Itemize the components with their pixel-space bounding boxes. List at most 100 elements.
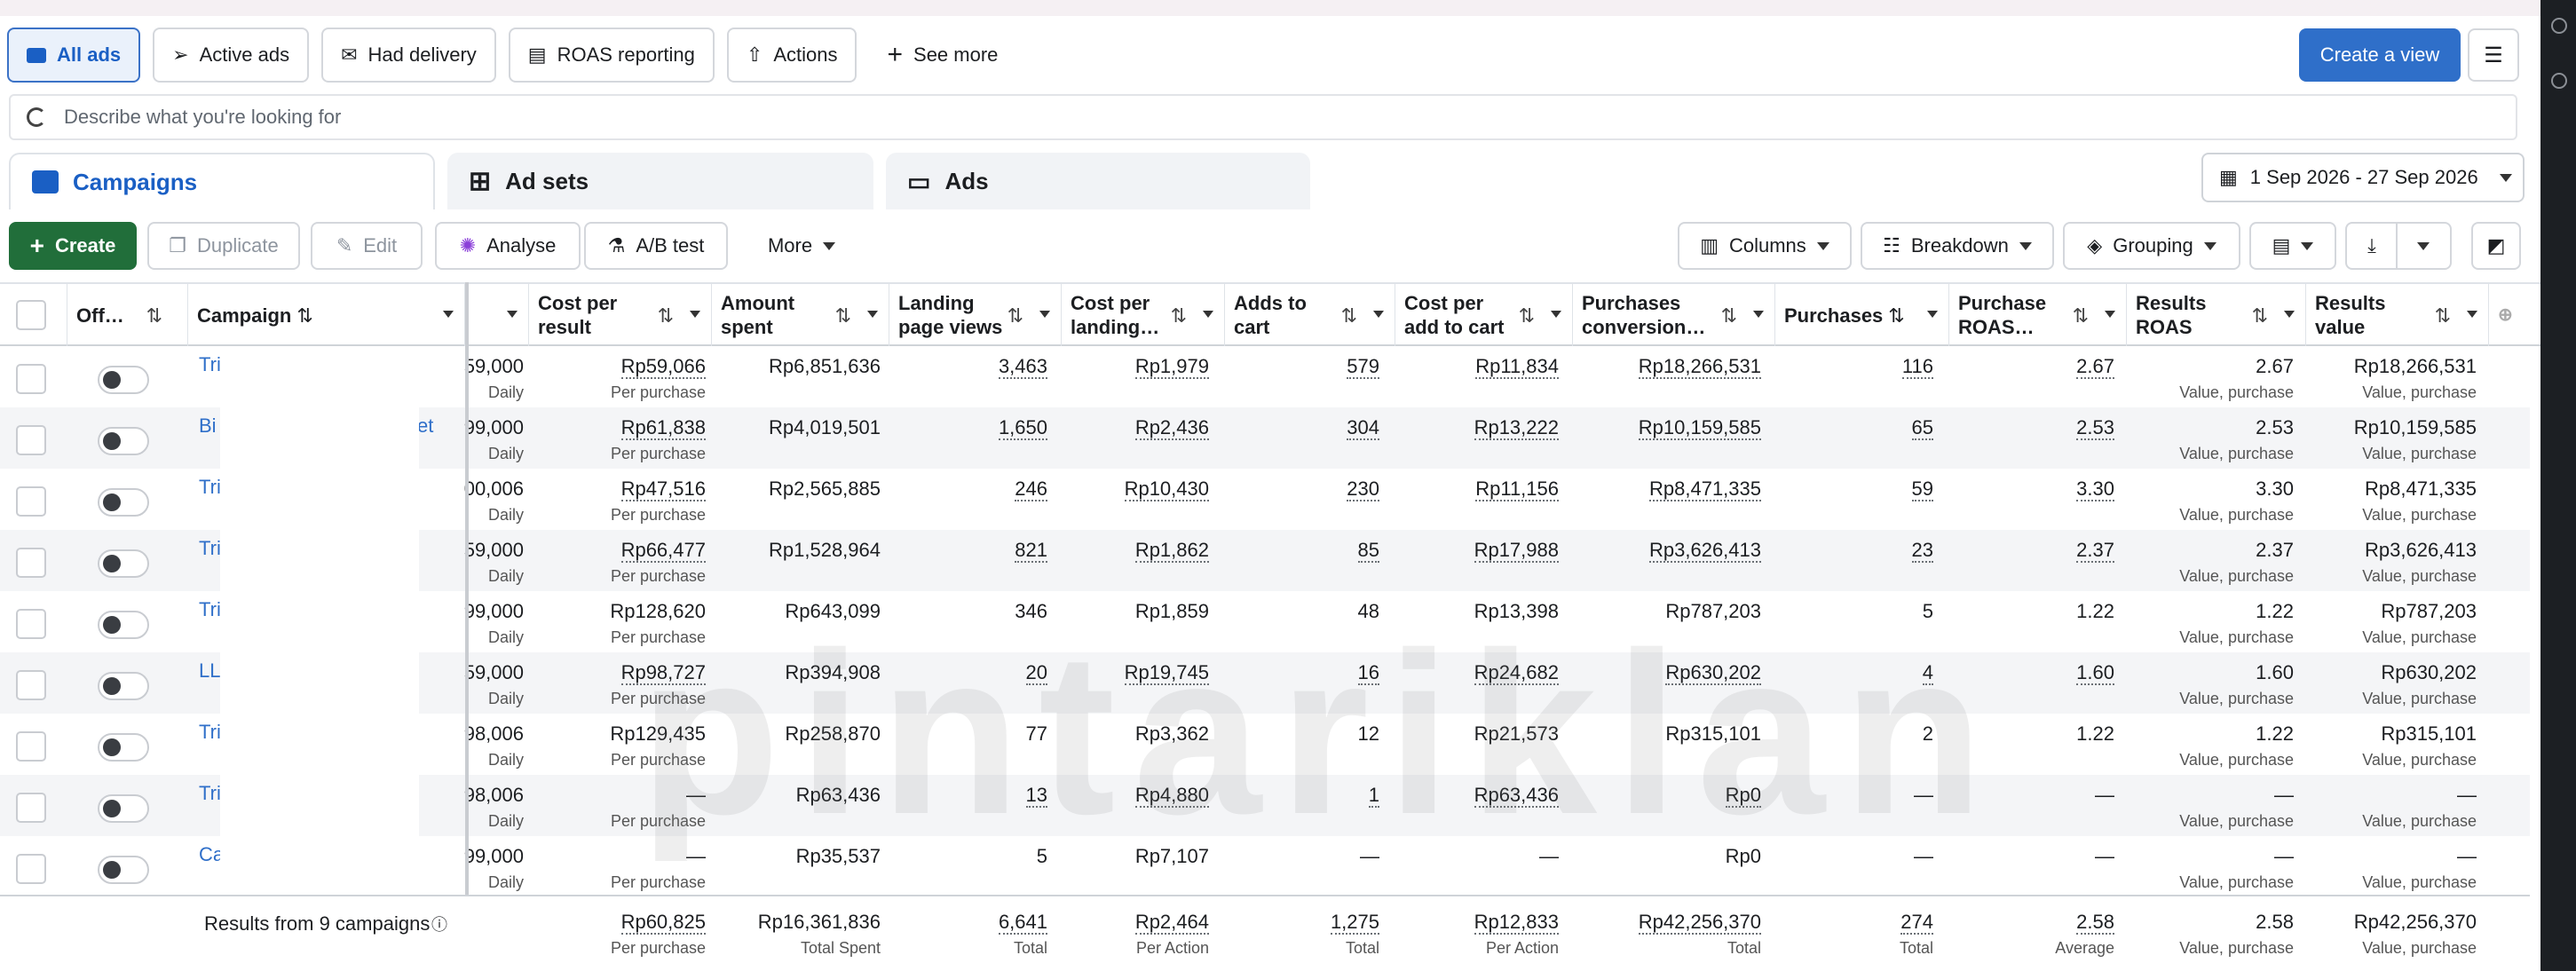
- table-row[interactable]: Tri 99,000 Daily Rp128,620 Per purchase Rp643…: [0, 591, 2530, 652]
- select-all-checkbox[interactable]: [16, 300, 46, 330]
- chevron-down-icon: [1373, 311, 1384, 318]
- col-cost-per-add-to-cart[interactable]: Cost per add to cart ⇅: [1395, 284, 1573, 346]
- col-off-on[interactable]: Off… ⇅: [67, 284, 188, 346]
- campaign-name-link[interactable]: Tri: [199, 476, 221, 498]
- table-row[interactable]: Tri 59,000 Daily Rp59,066 Per purchase Rp6,85…: [0, 346, 2530, 407]
- clock-icon[interactable]: [2551, 73, 2567, 89]
- col-amount-spent[interactable]: Amount spent ⇅: [712, 284, 889, 346]
- ab-test-button[interactable]: ⚗ A/B test: [584, 222, 728, 270]
- row-checkbox[interactable]: [16, 793, 46, 823]
- budget-value: 00,006: [463, 478, 524, 500]
- row-checkbox[interactable]: [16, 854, 46, 884]
- cell-cpr-subtext: Per purchase: [610, 812, 706, 830]
- view-roas-reporting[interactable]: ▤ ROAS reporting: [508, 28, 715, 83]
- col-results-value[interactable]: Results value ⇅: [2306, 284, 2489, 346]
- col-adds-to-cart[interactable]: Adds to cart ⇅: [1225, 284, 1395, 346]
- create-button[interactable]: + Create: [9, 222, 137, 270]
- cell-cplp-value: Rp3,362: [1134, 722, 1209, 745]
- date-range-picker[interactable]: ▦ 1 Sep 2026 - 27 Sep 2026: [2201, 153, 2525, 202]
- row-checkbox[interactable]: [16, 731, 46, 762]
- export-button[interactable]: ⤓: [2345, 222, 2452, 270]
- tab-ads[interactable]: ▭ Ads: [886, 153, 1310, 209]
- total-lpv: 6,641: [998, 911, 1047, 935]
- see-more-button[interactable]: + See more: [887, 40, 999, 69]
- campaign-name-link[interactable]: Tri: [199, 598, 221, 620]
- view-actions[interactable]: ⇧ Actions: [726, 28, 857, 83]
- campaign-toggle[interactable]: [98, 549, 149, 578]
- campaign-name-link[interactable]: Tri: [199, 721, 221, 743]
- info-icon[interactable]: ⓘ: [431, 916, 447, 934]
- campaign-toggle[interactable]: [98, 366, 149, 394]
- table-row[interactable]: Tri 98,006 Daily Rp129,435 Per purchase Rp258…: [0, 714, 2530, 775]
- row-checkbox[interactable]: [16, 548, 46, 578]
- grouping-button[interactable]: ◈ Grouping: [2063, 222, 2240, 270]
- campaign-name-link[interactable]: Tri: [199, 782, 221, 804]
- col-purchases-conversion[interactable]: Purchases conversion… ⇅: [1573, 284, 1775, 346]
- more-button[interactable]: More: [746, 222, 857, 270]
- tab-campaigns[interactable]: Campaigns: [9, 153, 435, 209]
- campaign-toggle[interactable]: [98, 733, 149, 762]
- reports-button[interactable]: ▤: [2249, 222, 2336, 270]
- campaign-toggle[interactable]: [98, 611, 149, 639]
- campaign-toggle[interactable]: [98, 856, 149, 884]
- table-row[interactable]: Ca 99,000 Daily — Per purchase Rp35,537 5 Rp7,1…: [0, 836, 2530, 897]
- search-input[interactable]: Describe what you're looking for: [9, 94, 2517, 140]
- row-checkbox[interactable]: [16, 364, 46, 394]
- col-purchases[interactable]: Purchases ⇅: [1775, 284, 1949, 346]
- row-checkbox[interactable]: [16, 486, 46, 517]
- col-cost-per-result[interactable]: Cost per result ⇅: [529, 284, 712, 346]
- campaign-name-link[interactable]: Tri: [199, 353, 221, 375]
- campaign-toggle[interactable]: [98, 794, 149, 823]
- campaign-table: Off… ⇅ Campaign ⇅ Cost per result ⇅ Amoun…: [0, 282, 2540, 971]
- campaign-toggle[interactable]: [98, 427, 149, 455]
- view-all-ads[interactable]: All ads: [7, 28, 141, 83]
- campaign-name-link[interactable]: Ca: [199, 843, 225, 865]
- col-budget[interactable]: [469, 284, 529, 346]
- campaign-name-link[interactable]: LL: [199, 659, 221, 682]
- send-icon: ➢: [172, 43, 189, 66]
- create-view-button[interactable]: Create a view: [2299, 28, 2461, 82]
- table-row[interactable]: LL 59,000 Daily Rp98,727 Per purchase Rp394,9…: [0, 652, 2530, 714]
- table-row[interactable]: Tri 59,000 Daily Rp66,477 Per purchase Rp1,52…: [0, 530, 2530, 591]
- cell-rroas-value: 1.22: [2256, 600, 2294, 622]
- cell-rroas: 1.22: [2256, 722, 2294, 746]
- view-active-ads[interactable]: ➢ Active ads: [153, 28, 310, 83]
- col-campaign[interactable]: Campaign ⇅: [188, 284, 465, 346]
- row-checkbox[interactable]: [16, 609, 46, 639]
- chart-toggle-button[interactable]: ◩: [2471, 222, 2521, 270]
- col-purchase-roas[interactable]: Purchase ROAS… ⇅: [1949, 284, 2127, 346]
- table-row[interactable]: Tri 98,006 Daily — Per purchase Rp63,436 13 Rp4…: [0, 775, 2530, 836]
- cell-cpr-subtext: Per purchase: [610, 690, 706, 707]
- row-checkbox[interactable]: [16, 425, 46, 455]
- table-row[interactable]: Tri 00,006 Daily Rp47,516 Per purchase Rp2,56…: [0, 469, 2530, 530]
- columns-button[interactable]: ▥ Columns: [1678, 222, 1852, 270]
- cell-cplp: Rp1,859: [1135, 600, 1209, 623]
- col-landing-page-views[interactable]: Landing page views ⇅: [889, 284, 1062, 346]
- campaign-name-link[interactable]: Tri: [199, 537, 221, 559]
- cell-cpr-value: Rp98,727: [620, 661, 706, 685]
- tab-ad-sets[interactable]: ⊞ Ad sets: [447, 153, 873, 209]
- cell-rroas-value: —: [2274, 845, 2294, 867]
- campaign-name-tail[interactable]: et: [417, 414, 434, 437]
- campaign-name-link[interactable]: Bi: [199, 414, 217, 437]
- add-column-cell[interactable]: ⊕: [2489, 284, 2530, 346]
- view-had-delivery[interactable]: ✉ Had delivery: [321, 28, 496, 83]
- view-settings-button[interactable]: ☰: [2468, 28, 2519, 82]
- right-rail: [2540, 0, 2576, 971]
- edit-button[interactable]: ✎ Edit: [311, 222, 423, 270]
- col-results-roas[interactable]: Results ROAS ⇅: [2127, 284, 2306, 346]
- totals-label: Results from 9 campaigns: [204, 912, 431, 935]
- row-checkbox[interactable]: [16, 670, 46, 700]
- pencil-icon[interactable]: [2551, 18, 2567, 34]
- col-cost-per-landing[interactable]: Cost per landing… ⇅: [1062, 284, 1225, 346]
- analyse-button[interactable]: ✺ Analyse: [435, 222, 581, 270]
- table-row[interactable]: Bi et 99,000 Daily Rp61,838 Per purchase Rp4,0…: [0, 407, 2530, 469]
- total-cplp-value: Rp2,464: [1134, 911, 1209, 935]
- cell-rval-value: Rp10,159,585: [2353, 416, 2477, 438]
- campaign-toggle[interactable]: [98, 488, 149, 517]
- campaign-toggle[interactable]: [98, 672, 149, 700]
- breakdown-button[interactable]: ☷ Breakdown: [1861, 222, 2054, 270]
- cell-lpv: 5: [1037, 845, 1047, 868]
- sort-icon: ⇅: [657, 304, 674, 327]
- duplicate-button[interactable]: ❐ Duplicate: [147, 222, 300, 270]
